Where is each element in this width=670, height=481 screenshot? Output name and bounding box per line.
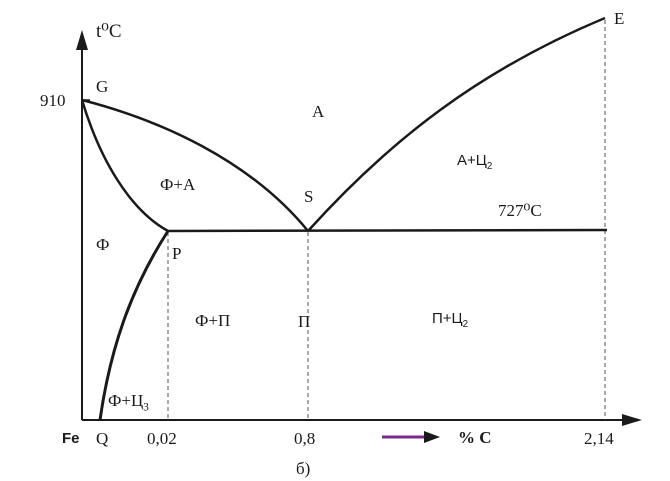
point-q-label: Q	[96, 429, 109, 448]
region-austenite-cementite: А+Ц2	[457, 152, 493, 172]
region-ferrite-austenite: Ф+А	[160, 175, 196, 194]
region-pearlite: П	[298, 312, 311, 331]
figure-caption: б)	[296, 459, 311, 478]
line-psk	[167, 228, 608, 233]
direction-arrowhead	[424, 431, 440, 443]
region-pearlite-cementite: П+Ц2	[432, 310, 469, 330]
region-ferrite: Ф	[96, 235, 110, 254]
x-tick-0-02: 0,02	[147, 429, 177, 448]
y-tick-910: 910	[40, 91, 66, 110]
region-ferrite-cementite: Ф+Ц3	[108, 391, 149, 414]
y-axis-label: t⁰C	[96, 21, 122, 42]
line-gs	[81, 98, 309, 232]
point-s-label: S	[304, 187, 314, 206]
x-tick-0-8: 0,8	[294, 429, 316, 448]
eutectoid-temperature: 727⁰С	[498, 201, 542, 220]
x-axis-label: % C	[458, 428, 492, 447]
point-p-label: P	[172, 244, 182, 263]
line-se	[307, 16, 606, 232]
point-g-label: G	[96, 77, 109, 96]
region-ferrite-pearlite: Ф+П	[195, 311, 231, 330]
x-axis-arrowhead	[622, 414, 642, 426]
y-axis-arrowhead	[76, 30, 88, 50]
point-e-label: E	[614, 9, 625, 28]
line-pq	[98, 230, 170, 421]
line-gp	[80, 99, 169, 233]
x-tick-2-14: 2,14	[584, 429, 614, 448]
region-austenite: А	[312, 102, 325, 121]
origin-label: Fe	[62, 430, 80, 447]
